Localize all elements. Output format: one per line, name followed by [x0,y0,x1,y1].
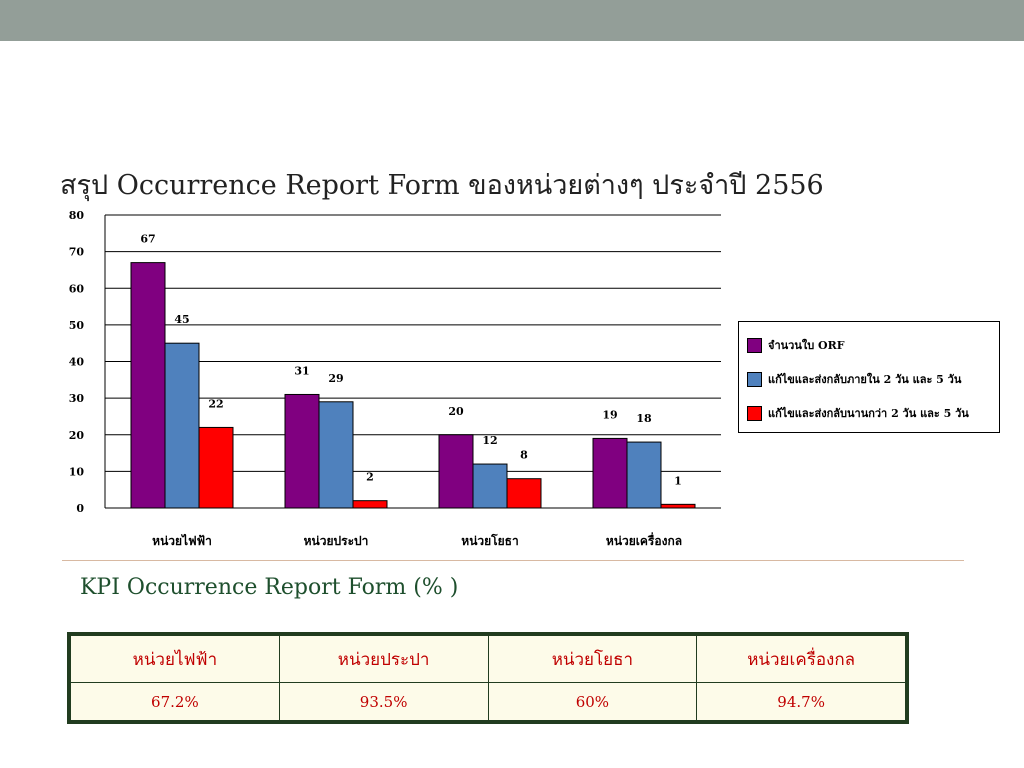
bar-value-label: 12 [482,434,497,447]
y-tick-label: 80 [69,209,85,222]
y-tick-label: 20 [69,429,85,442]
legend-label: แก้ไขและส่งกลับนานกว่า 2 วัน และ 5 วัน [768,407,969,420]
y-tick-label: 30 [69,392,85,405]
bar-value-label: 67 [140,233,155,246]
kpi-title: KPI Occurrence Report Form (% ) [80,575,459,600]
bar [198,426,234,509]
x-tick-label: หน่วยไฟฟ้า [152,533,212,548]
bar-value-label: 45 [174,313,189,326]
kpi-header-cell: หน่วยประปา [278,635,489,683]
y-tick-label: 0 [76,502,84,515]
x-tick-label: หน่วยเครื่องกล [606,532,682,548]
y-tick-label: 40 [69,356,85,369]
x-tick-label: หน่วยโยธา [461,533,518,548]
bar [352,500,388,509]
kpi-value-cell: 93.5% [278,682,489,721]
bar-value-label: 31 [294,364,309,377]
legend-item: แก้ไขและส่งกลับภายใน 2 วัน และ 5 วัน [747,362,995,396]
legend-swatch [747,405,762,421]
top-bar [0,0,1024,41]
bar [592,437,628,509]
bar-value-label: 29 [328,372,343,385]
y-tick-label: 60 [69,282,85,295]
chart-legend: จำนวนใบ ORF แก้ไขและส่งกลับภายใน 2 วัน แ… [738,321,1000,433]
bar-value-label: 8 [520,449,528,462]
bar-value-label: 18 [636,412,652,425]
bar-value-label: 20 [448,405,464,418]
bar [472,463,508,509]
legend-label: แก้ไขและส่งกลับภายใน 2 วัน และ 5 วัน [768,373,962,386]
legend-swatch [747,337,762,353]
bar-value-label: 19 [602,408,617,421]
legend-swatch [747,371,762,387]
bar [626,441,662,509]
bar-value-label: 2 [366,471,374,484]
bar-chart: 0 10 20 30 40 50 60 70 80 67 45 22 หน่วยไฟฟ้า 31 29 2 หน… [69,209,721,548]
bar [660,503,696,509]
kpi-header-row: หน่วยไฟฟ้า หน่วยประปา หน่วยโยธา หน่วยเคร… [70,635,906,683]
legend-label: จำนวนใบ ORF [768,339,845,352]
bar [284,393,320,509]
kpi-header-cell: หน่วยโยธา [487,635,698,683]
bar-value-label: 22 [208,397,223,410]
y-tick-label: 50 [69,319,85,332]
bar [506,478,542,509]
bar [164,342,200,509]
y-tick-label: 70 [69,246,85,259]
kpi-value-row: 67.2% 93.5% 60% 94.7% [70,682,906,721]
bar [130,262,166,509]
page-title: สรุป Occurrence Report Form ของหน่วยต่าง… [60,170,824,201]
kpi-value-cell: 67.2% [70,682,280,721]
bar-value-label: 1 [674,474,682,487]
kpi-value-cell: 60% [487,682,698,721]
y-tick-label: 10 [69,465,85,478]
divider [62,560,964,561]
legend-item: แก้ไขและส่งกลับนานกว่า 2 วัน และ 5 วัน [747,396,995,430]
kpi-table: หน่วยไฟฟ้า หน่วยประปา หน่วยโยธา หน่วยเคร… [67,632,909,724]
bar [438,434,474,509]
kpi-header-cell: หน่วยเครื่องกล [696,635,906,683]
bar [318,401,354,509]
legend-item: จำนวนใบ ORF [747,328,995,362]
kpi-header-cell: หน่วยไฟฟ้า [70,635,280,683]
x-tick-label: หน่วยประปา [304,534,369,548]
kpi-value-cell: 94.7% [696,682,906,721]
